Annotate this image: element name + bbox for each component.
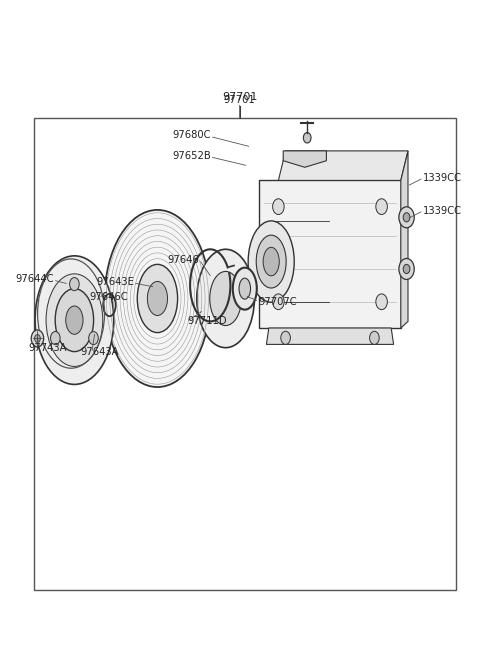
Polygon shape (266, 328, 394, 344)
Bar (34, 118, 456, 590)
Circle shape (273, 199, 284, 215)
Ellipse shape (35, 256, 114, 384)
Ellipse shape (46, 274, 103, 367)
Circle shape (281, 331, 290, 344)
Ellipse shape (239, 278, 251, 299)
Ellipse shape (233, 268, 257, 310)
Circle shape (399, 258, 414, 279)
Ellipse shape (147, 281, 168, 316)
Ellipse shape (197, 249, 254, 348)
Text: 97711D: 97711D (187, 316, 227, 327)
Ellipse shape (137, 264, 178, 333)
Ellipse shape (210, 272, 241, 325)
Circle shape (403, 264, 410, 274)
Text: 97680C: 97680C (173, 130, 211, 140)
Circle shape (70, 277, 79, 291)
Polygon shape (283, 151, 326, 167)
Circle shape (50, 331, 60, 344)
Circle shape (35, 335, 40, 342)
Text: 97701: 97701 (222, 92, 258, 102)
Circle shape (403, 213, 410, 222)
Ellipse shape (248, 221, 294, 302)
Ellipse shape (55, 289, 94, 352)
Text: 1339CC: 1339CC (422, 173, 461, 184)
Text: 97652B: 97652B (172, 151, 211, 161)
Circle shape (399, 207, 414, 228)
Polygon shape (401, 151, 408, 328)
Circle shape (89, 331, 98, 344)
Text: 97707C: 97707C (258, 297, 297, 307)
Text: 97644C: 97644C (16, 274, 54, 285)
Ellipse shape (105, 210, 210, 387)
Text: 97743A: 97743A (29, 342, 67, 353)
Circle shape (376, 294, 387, 310)
Circle shape (31, 330, 44, 347)
Polygon shape (278, 151, 408, 180)
Circle shape (376, 199, 387, 215)
Ellipse shape (256, 235, 286, 288)
Circle shape (273, 294, 284, 310)
Text: 97646C: 97646C (90, 291, 128, 302)
Text: 1339CC: 1339CC (422, 206, 461, 216)
Circle shape (370, 331, 379, 344)
Text: 97701: 97701 (223, 95, 255, 106)
Ellipse shape (263, 247, 279, 276)
Text: 97646: 97646 (168, 255, 199, 266)
Ellipse shape (66, 306, 83, 335)
Text: 97643E: 97643E (96, 277, 134, 287)
Circle shape (303, 133, 311, 143)
Bar (259, 180, 401, 328)
Text: 97643A: 97643A (81, 346, 119, 357)
